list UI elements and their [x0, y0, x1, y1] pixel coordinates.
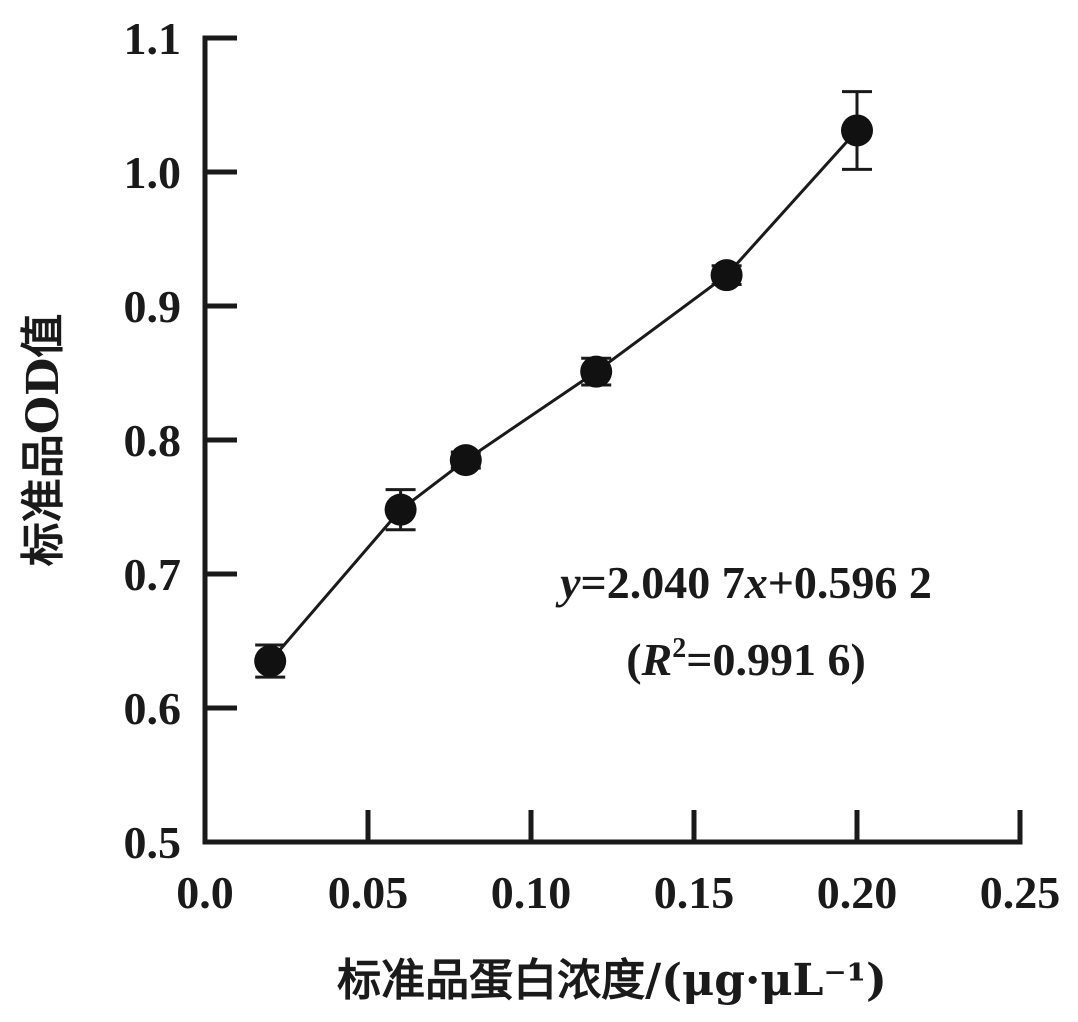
equation-x-symbol: x — [744, 557, 768, 608]
data-point — [580, 355, 613, 388]
y-tick-label: 0.5 — [124, 817, 182, 868]
x-tick-label: 0.15 — [654, 867, 735, 918]
r2-symbol: R — [641, 634, 673, 685]
y-tick-label: 1.1 — [124, 13, 182, 64]
data-point — [384, 493, 417, 526]
x-tick-label: 0.20 — [817, 867, 898, 918]
y-tick-label: 0.8 — [124, 415, 182, 466]
equation-y-symbol: y — [555, 557, 581, 608]
data-line-segment — [725, 129, 859, 277]
r-squared-label: (R2=0.991 6) — [626, 633, 866, 685]
data-point — [841, 114, 873, 147]
data-line-segment — [464, 370, 598, 462]
data-line-segment — [595, 273, 728, 373]
data-line-segment — [269, 508, 402, 663]
y-axis-title: 标准品OD值 — [18, 314, 69, 566]
data-point — [254, 645, 287, 678]
x-tick-label: 0.10 — [491, 867, 572, 918]
equation-slope: =2.040 7 — [580, 557, 744, 608]
r2-open-paren: ( — [626, 634, 641, 685]
regression-equation: y=2.040 7x+0.596 2 — [555, 557, 932, 608]
y-tick-label: 1.0 — [124, 147, 182, 198]
axes — [202, 35, 1023, 845]
equation-intercept: +0.596 2 — [768, 557, 932, 608]
y-tick-label: 0.6 — [124, 683, 182, 734]
data-point — [449, 444, 482, 477]
r2-exponent: 2 — [672, 633, 686, 664]
y-tick-label: 0.9 — [124, 281, 182, 332]
data-point — [710, 259, 743, 292]
y-tick-label: 0.7 — [124, 549, 182, 600]
data-markers — [254, 114, 873, 678]
x-tick-label: 0.05 — [328, 867, 409, 918]
ticks: 0.5 0.6 0.7 0.8 0.9 1.0 1.1 0.0 0.05 0.10 0.15 0.20… — [124, 13, 1061, 918]
r2-value: =0.991 6) — [686, 634, 866, 685]
x-axis-title: 标准品蛋白浓度/(μg·μL⁻¹) — [337, 955, 887, 1006]
x-tick-label: 0.25 — [980, 867, 1061, 918]
x-tick-label: 0.0 — [176, 867, 234, 918]
